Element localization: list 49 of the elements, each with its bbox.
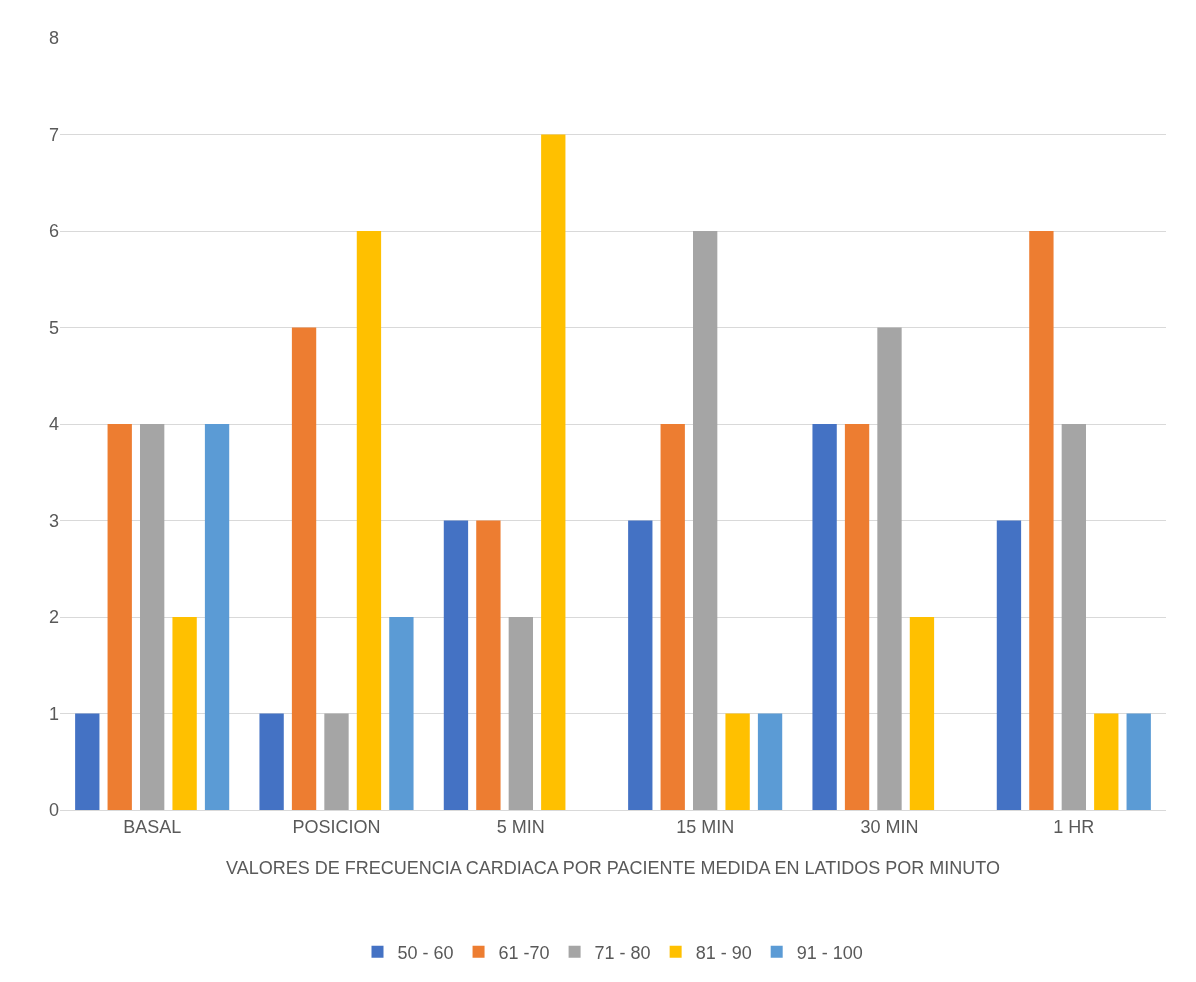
bar bbox=[140, 424, 165, 810]
bar bbox=[443, 520, 469, 810]
bar bbox=[1094, 713, 1119, 810]
bar bbox=[877, 327, 902, 810]
bar bbox=[356, 231, 382, 810]
bar bbox=[844, 424, 870, 810]
x-tick-label: 15 MIN bbox=[676, 816, 735, 837]
y-tick-label: 7 bbox=[48, 124, 59, 145]
bar bbox=[1126, 713, 1151, 810]
x-axis-title: VALORES DE FRECUENCIA CARDIACA POR PACIENTE MEDIDA EN LATIDOS POR MINUTO bbox=[226, 857, 1000, 878]
bar bbox=[1061, 424, 1086, 810]
bar bbox=[757, 713, 783, 810]
bar bbox=[75, 713, 100, 810]
bar bbox=[725, 713, 750, 810]
legend-label: 61 -70 bbox=[498, 942, 550, 963]
x-tick-label: 30 MIN bbox=[860, 816, 919, 837]
x-tick-label: BASAL bbox=[123, 816, 182, 837]
bar bbox=[996, 520, 1022, 810]
bar bbox=[541, 134, 566, 810]
y-tick-label: 1 bbox=[48, 703, 59, 724]
bar bbox=[476, 520, 501, 810]
x-tick-label: 1 HR bbox=[1053, 816, 1095, 837]
bar bbox=[389, 617, 414, 810]
y-tick-label: 0 bbox=[48, 800, 59, 821]
bar bbox=[172, 617, 197, 810]
legend-label: 71 - 80 bbox=[594, 942, 651, 963]
legend-label: 91 - 100 bbox=[796, 942, 863, 963]
bar bbox=[628, 520, 653, 810]
bar bbox=[909, 617, 935, 810]
y-tick-label: 3 bbox=[48, 510, 59, 531]
x-tick-label: 5 MIN bbox=[496, 816, 545, 837]
bar bbox=[259, 713, 284, 810]
bar bbox=[812, 424, 837, 810]
y-tick-label: 5 bbox=[48, 317, 59, 338]
bar bbox=[291, 327, 317, 810]
bar bbox=[1029, 231, 1054, 810]
bar bbox=[508, 617, 533, 810]
bar bbox=[107, 424, 132, 810]
y-tick-label: 8 bbox=[48, 28, 59, 49]
bar bbox=[660, 424, 685, 810]
bar bbox=[693, 231, 718, 810]
y-tick-label: 4 bbox=[48, 414, 59, 435]
x-tick-label: POSICION bbox=[292, 816, 381, 837]
legend-label: 81 - 90 bbox=[695, 942, 752, 963]
y-tick-label: 6 bbox=[48, 221, 59, 242]
bar bbox=[204, 424, 230, 810]
bar bbox=[324, 713, 349, 810]
legend-label: 50 - 60 bbox=[397, 942, 454, 963]
y-tick-label: 2 bbox=[48, 607, 59, 628]
